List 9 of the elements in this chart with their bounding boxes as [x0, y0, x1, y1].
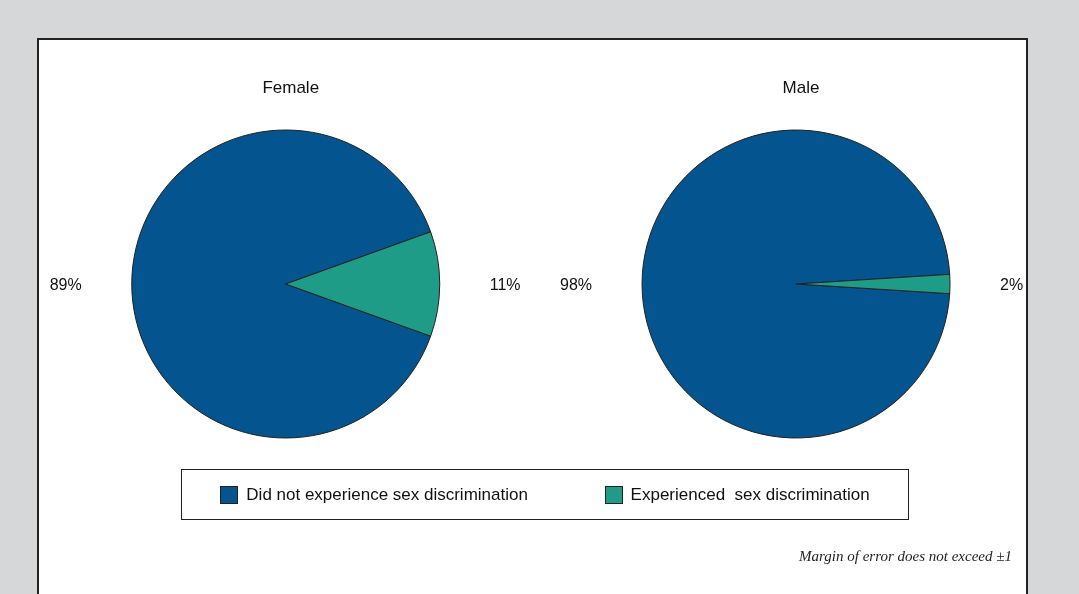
data-label: 89%	[49, 275, 82, 293]
slice-label: Female	[262, 78, 320, 97]
legend-label: Experienced sex discrimination	[630, 484, 870, 505]
data-label: 11%	[489, 275, 521, 293]
data-label: 2%	[1000, 275, 1024, 293]
text: Margin of error does not exceed ±1	[799, 548, 1012, 565]
legend-label: Did not experience sex discrimination	[246, 484, 528, 505]
data-label: 98%	[560, 275, 593, 293]
slice-label: Male	[782, 78, 820, 97]
